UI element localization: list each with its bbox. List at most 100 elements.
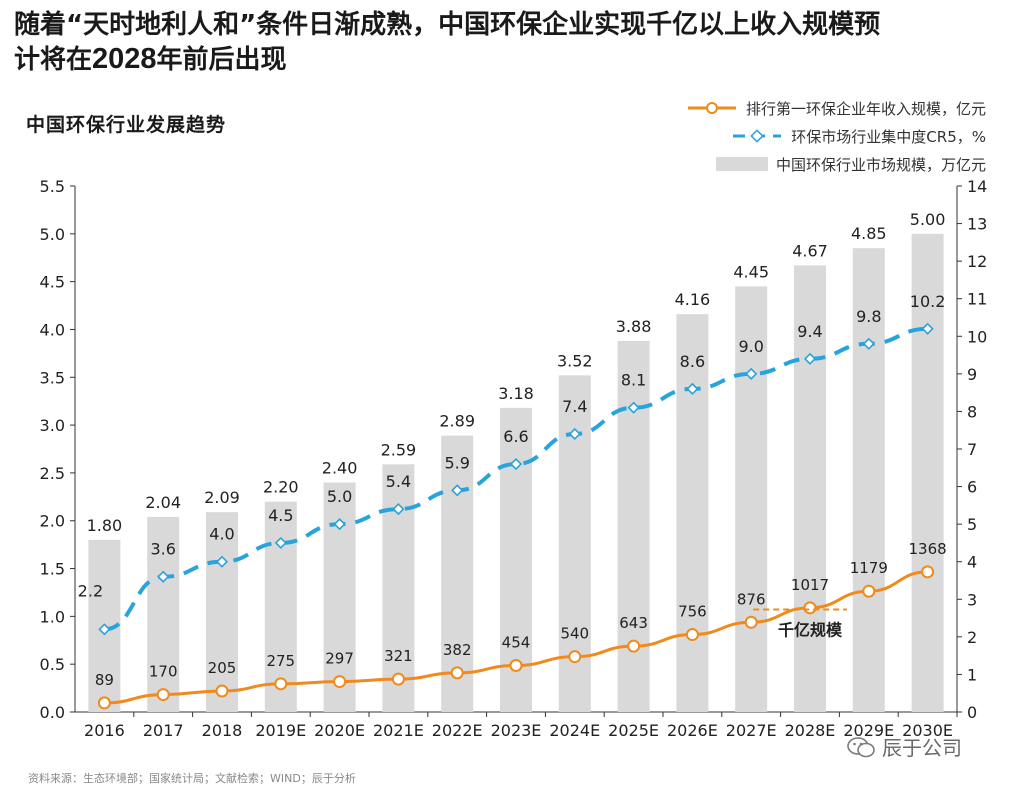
revenue-point — [627, 639, 641, 653]
y-left-tick-label: 3.5 — [40, 368, 65, 387]
cr5-data-label: 6.6 — [503, 427, 528, 446]
revenue-point — [509, 658, 523, 672]
revenue-data-label: 1179 — [850, 559, 888, 577]
x-tick-label: 2021E — [373, 721, 424, 740]
y-right-tick-label: 13 — [967, 215, 987, 234]
bar-market-size — [264, 501, 297, 712]
revenue-point — [685, 628, 699, 642]
y-right-tick-label: 10 — [967, 327, 987, 346]
legend-label-market: 中国环保行业市场规模，万亿元 — [775, 155, 986, 174]
revenue-data-label: 1368 — [909, 540, 947, 558]
cr5-data-label: 5.4 — [386, 472, 411, 491]
cr5-point — [274, 536, 287, 550]
headline-line2-pre: 计将在 — [14, 45, 93, 75]
chart-title: 中国环保行业发展趋势 — [26, 114, 227, 136]
x-tick-label: 2018 — [202, 721, 243, 740]
headline-line1: 随着“天时地利人和”条件日渐成熟，中国环保企业实现千亿以上收入规模预 — [14, 10, 881, 40]
legend-label-cr5: 环保市场行业集中度CR5，% — [791, 127, 986, 146]
bar-market-size — [206, 512, 238, 712]
revenue-data-label: 321 — [384, 647, 413, 665]
bar-data-label: 2.59 — [381, 440, 417, 459]
y-left-tick-label: 3.0 — [40, 416, 65, 435]
source-note: 资料来源：生态环境部；国家统计局；文献检索；WIND；辰于分析 — [28, 772, 356, 785]
y-right-tick-label: 12 — [967, 252, 987, 271]
y-left-tick-label: 5.5 — [40, 177, 65, 196]
revenue-data-label: 876 — [737, 590, 766, 608]
x-tick-label: 2026E — [667, 721, 718, 740]
cr5-data-label: 8.1 — [621, 371, 646, 390]
y-right-tick-label: 9 — [967, 365, 977, 384]
y-left-tick-label: 2.5 — [40, 464, 65, 483]
cr5-point — [157, 570, 170, 583]
bar-data-label: 3.52 — [557, 351, 593, 370]
bar-data-label: 4.45 — [733, 262, 769, 281]
revenue-point — [156, 688, 170, 702]
chart-legend: 排行第一环保企业年收入规模，亿元 环保市场行业集中度CR5，% 中国环保行业市场… — [686, 94, 986, 178]
bar-data-label: 3.18 — [498, 384, 534, 403]
cr5-point — [627, 401, 640, 414]
y-left-tick-label: 5.0 — [40, 225, 65, 244]
y-left-tick-label: 4.5 — [40, 273, 65, 292]
cr5-data-label: 9.0 — [738, 337, 763, 356]
revenue-data-label: 540 — [560, 625, 589, 643]
revenue-data-label: 89 — [95, 671, 114, 689]
bar-market-size — [441, 435, 474, 712]
bar-data-label: 2.09 — [204, 488, 240, 507]
revenue-point — [921, 565, 935, 579]
cr5-point — [745, 367, 758, 380]
x-tick-label: 2029E — [843, 721, 894, 740]
legend-swatch-revenue — [687, 102, 736, 114]
y-right-tick-label: 2 — [967, 628, 977, 647]
revenue-point — [568, 650, 582, 664]
x-tick-label: 2028E — [785, 721, 836, 740]
bar-data-label: 3.88 — [616, 317, 652, 336]
headline: 随着“天时地利人和”条件日渐成熟，中国环保企业实现千亿以上收入规模预 计将在20… — [14, 8, 1014, 77]
cr5-point — [862, 337, 875, 350]
x-tick-label: 2025E — [608, 721, 659, 740]
revenue-data-label: 205 — [208, 659, 237, 677]
bar-market-size — [676, 314, 709, 712]
cr5-data-label: 4.0 — [209, 525, 234, 544]
revenue-data-label: 1017 — [791, 576, 829, 594]
revenue-data-label: 643 — [619, 614, 648, 632]
x-tick-label: 2016 — [84, 721, 125, 740]
cr5-point — [392, 503, 405, 516]
cr5-point — [451, 484, 464, 497]
revenue-point — [862, 584, 876, 598]
y-left-tick-label: 1.0 — [40, 607, 65, 626]
revenue-point — [391, 672, 405, 686]
cr5-data-label: 8.6 — [680, 352, 705, 371]
cr5-data-label: 5.0 — [327, 487, 352, 506]
cr5-point — [803, 352, 817, 365]
cr5-point — [215, 555, 229, 568]
legend-item-cr5: 环保市场行业集中度CR5，% — [686, 122, 986, 150]
bar-market-size — [617, 340, 650, 712]
revenue-data-label: 275 — [266, 652, 295, 670]
y-right-tick-label: 4 — [967, 553, 977, 572]
cr5-data-label: 9.8 — [856, 307, 881, 326]
bar-market-size — [911, 233, 944, 712]
bar-data-label: 4.67 — [792, 241, 828, 260]
x-tick-label: 2027E — [726, 721, 777, 740]
cr5-data-label: 9.4 — [797, 322, 822, 341]
cr5-point — [686, 382, 699, 395]
cr5-data-label: 2.2 — [78, 581, 103, 600]
bar-data-label: 2.89 — [439, 412, 475, 431]
revenue-data-label: 170 — [149, 663, 178, 681]
thousand-yi-annotation: 千亿规模 — [778, 621, 843, 640]
y-left-tick-label: 4.0 — [40, 320, 65, 339]
revenue-point — [97, 696, 111, 710]
x-tick-label: 2023E — [491, 721, 542, 740]
legend-swatch-cr5 — [733, 129, 782, 143]
revenue-point — [450, 666, 464, 680]
revenue-data-label: 382 — [443, 641, 472, 659]
y-right-tick-label: 0 — [967, 703, 977, 722]
watermark: 辰于公司 — [846, 732, 962, 761]
legend-label-revenue: 排行第一环保企业年收入规模，亿元 — [745, 99, 986, 118]
revenue-data-label: 297 — [325, 650, 354, 668]
y-right-tick-label: 6 — [967, 478, 977, 497]
y-left-tick-label: 0.5 — [40, 655, 65, 674]
x-tick-label: 2030E — [902, 721, 953, 740]
bar-market-size — [852, 248, 885, 712]
